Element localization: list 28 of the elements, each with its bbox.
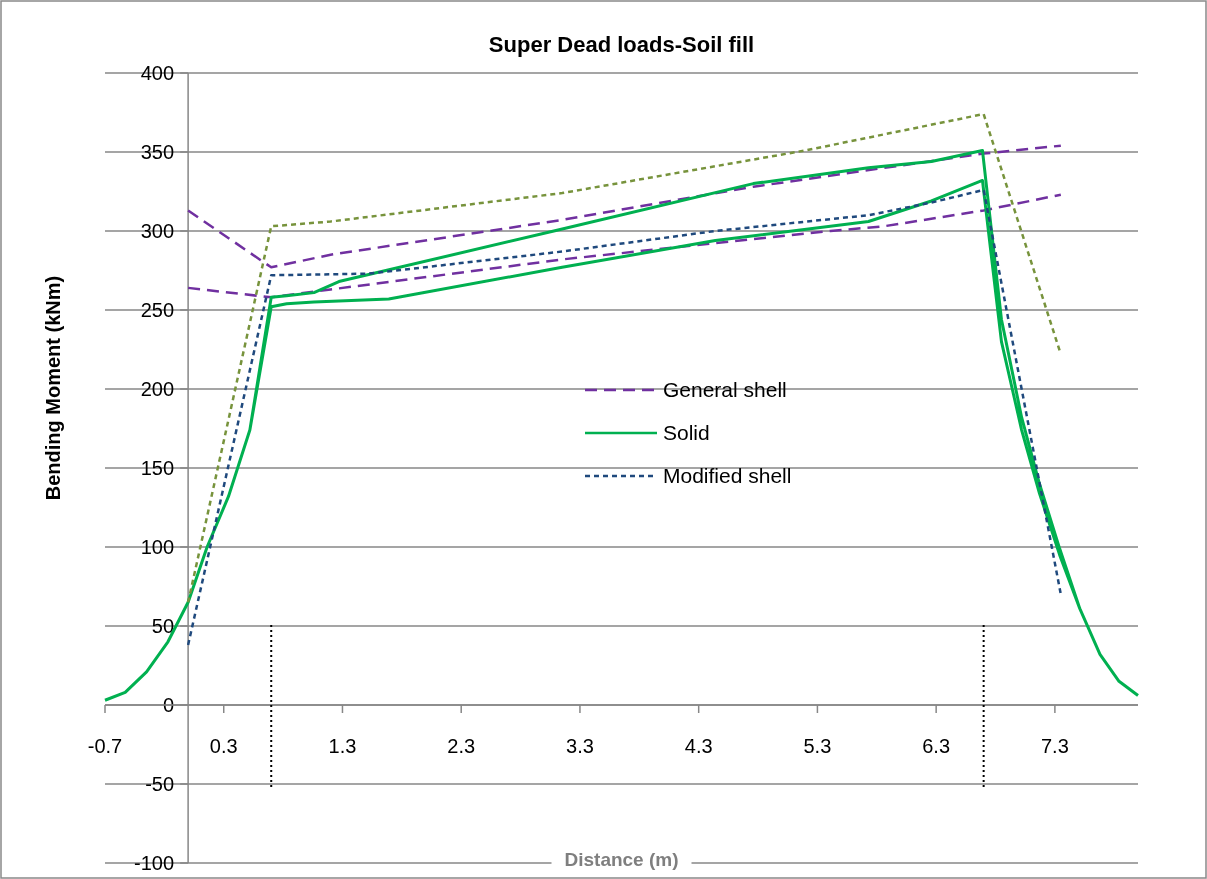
x-tick-label: -0.7 [87,735,123,757]
y-tick-label: -100 [134,852,175,874]
y-tick-label: 150 [140,457,175,479]
y-tick-label: -50 [145,773,175,795]
legend-label: General shell [663,378,787,402]
x-tick-label: 0.3 [209,735,238,757]
x-tick-label: 1.3 [328,735,357,757]
y-tick-label: 400 [140,62,175,84]
legend-label: Modified shell [663,464,792,488]
y-tick-label: 100 [140,536,175,558]
x-tick-label: 4.3 [684,735,713,757]
y-tick-label: 350 [140,141,175,163]
x-tick-label: 6.3 [922,735,951,757]
y-axis-title: Bending Moment (kNm) [42,275,64,501]
y-tick-label: 50 [151,615,175,637]
x-tick-label: 2.3 [447,735,476,757]
legend-label: Solid [663,421,710,445]
x-tick-label: 5.3 [803,735,832,757]
line-series [186,112,1063,604]
x-axis-title: Distance (m) [564,849,679,870]
y-tick-label: 200 [140,378,175,400]
line-series [186,188,1063,647]
y-tick-label: 300 [140,220,175,242]
y-tick-label: 250 [140,299,175,321]
y-tick-label: 0 [162,694,175,716]
x-tick-label: 3.3 [566,735,594,757]
chart-title: Super Dead loads-Soil fill [488,32,755,57]
x-tick-label: 7.3 [1040,735,1069,757]
